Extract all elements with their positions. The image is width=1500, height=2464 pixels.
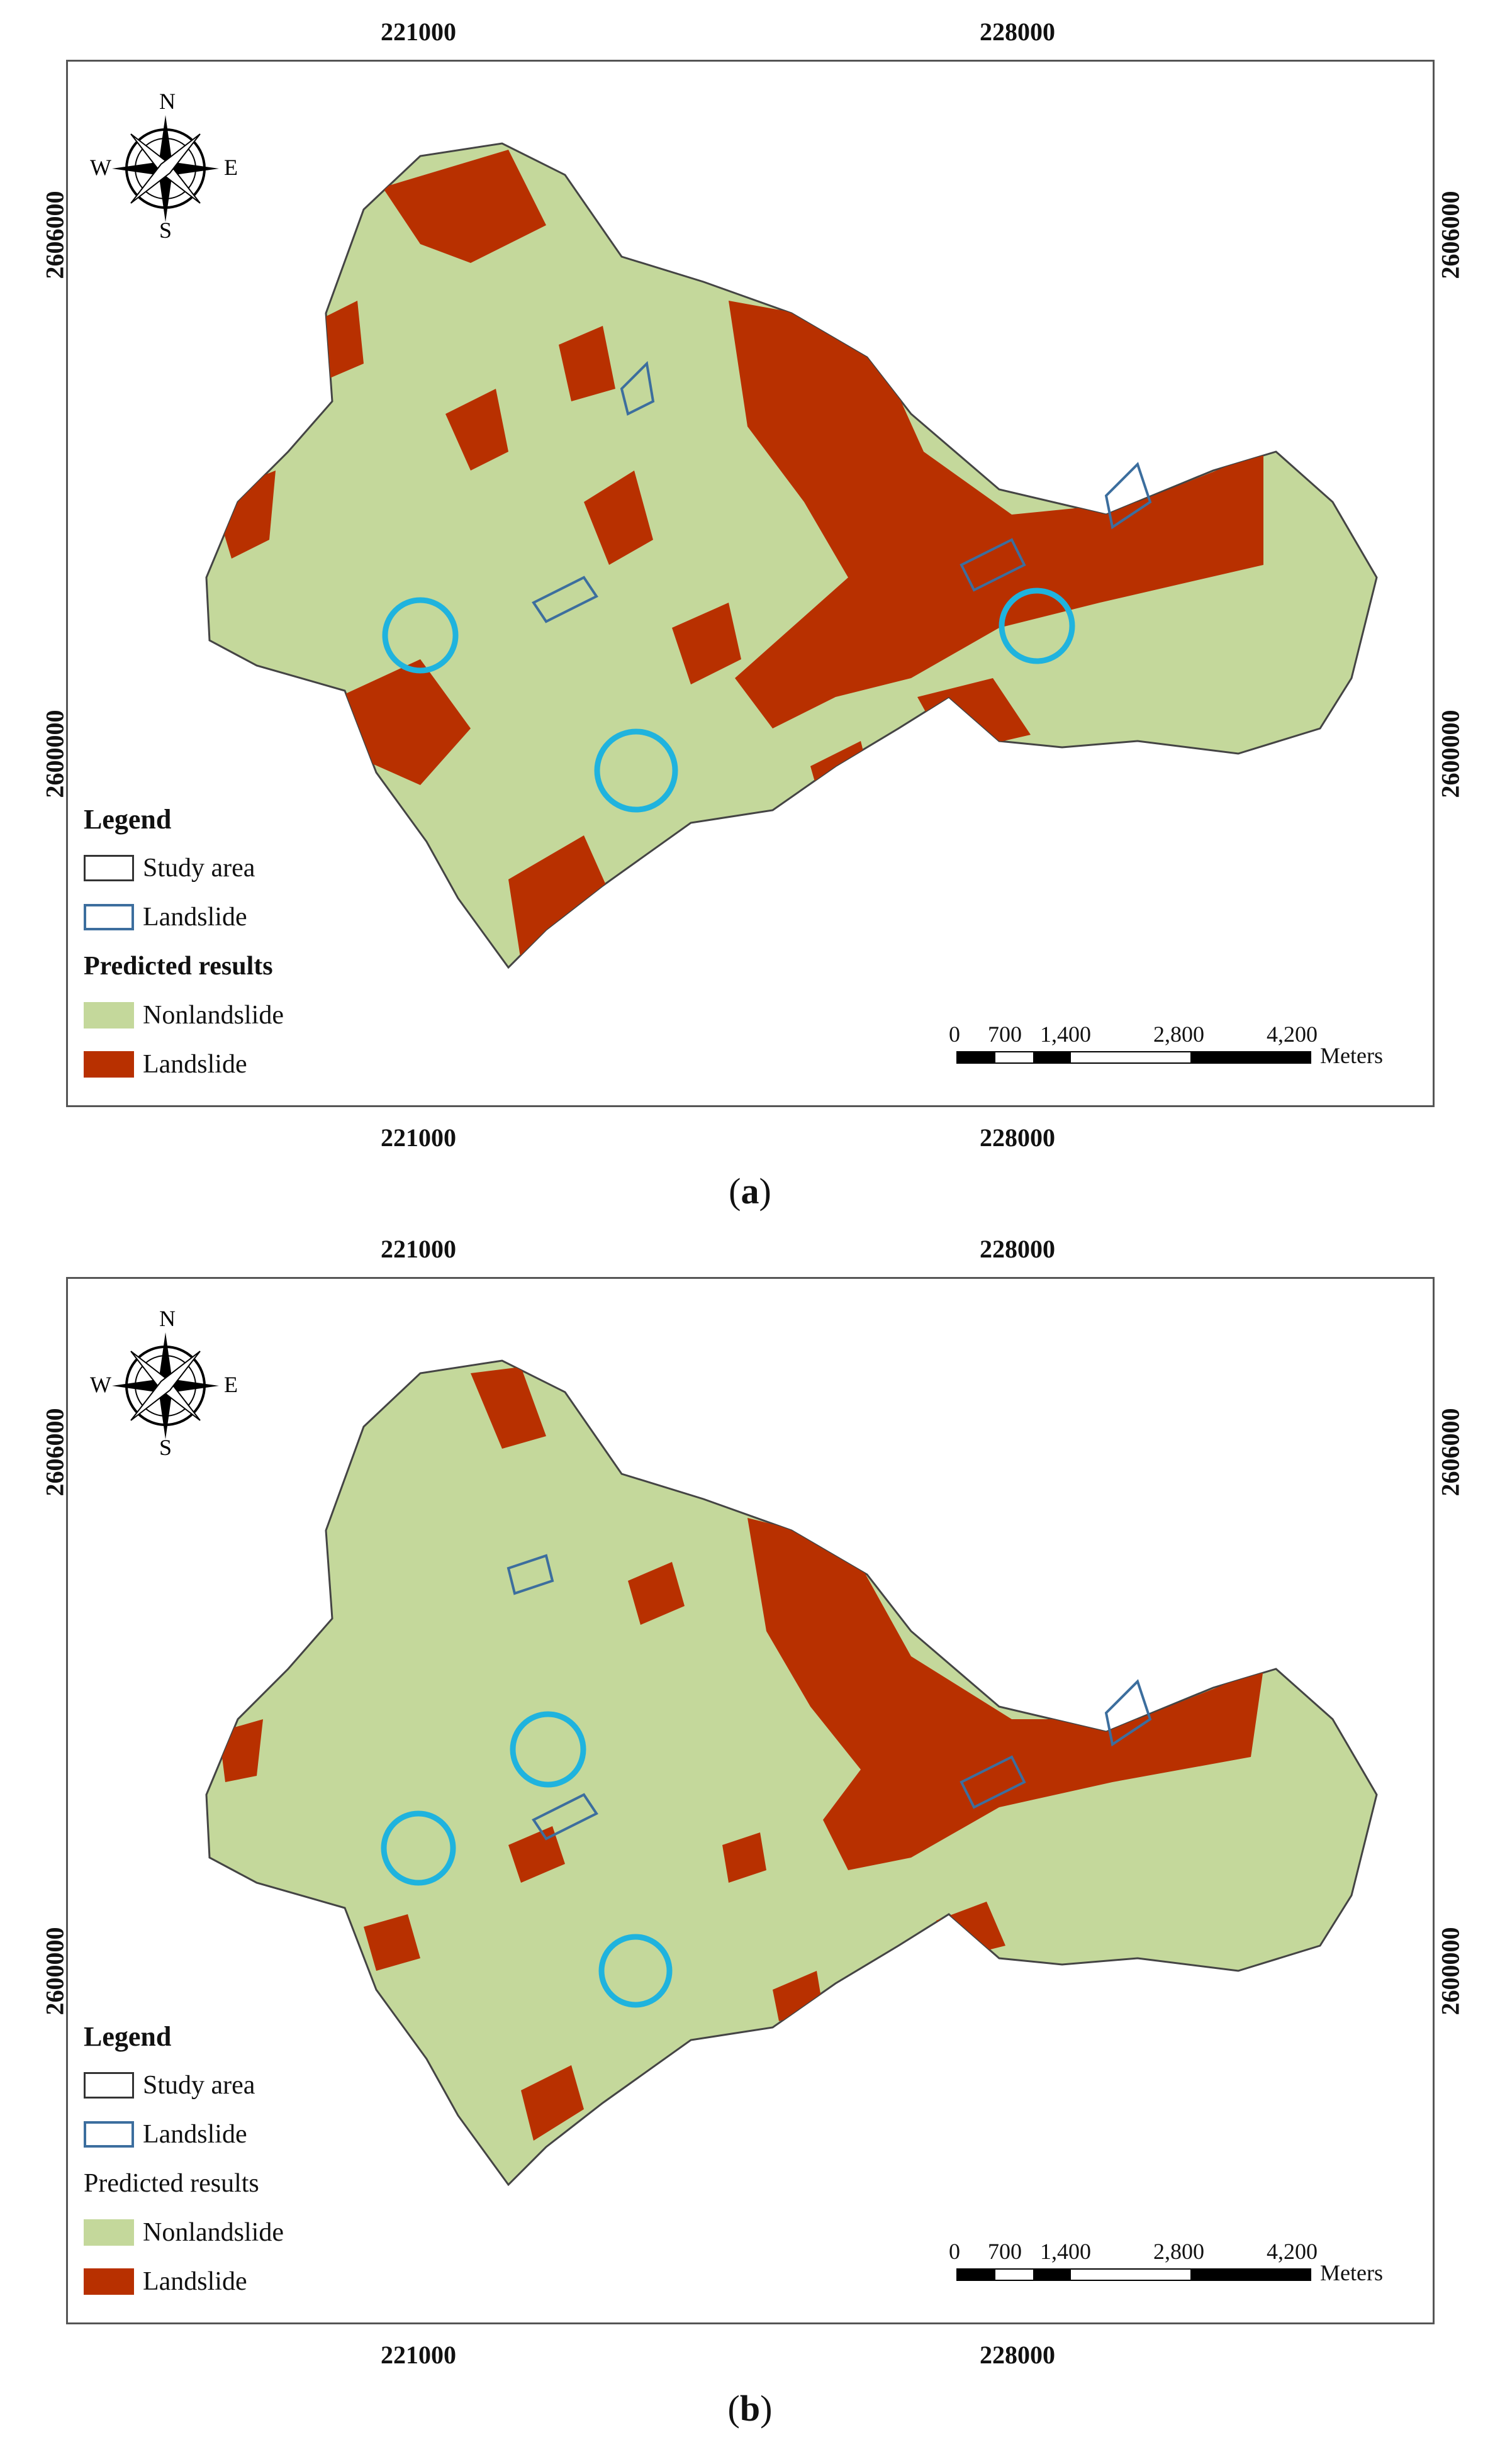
north-arrow-icon: N S E W <box>87 81 244 247</box>
caption-a: (a) <box>729 1171 771 1212</box>
legend-item-landslide-outline: Landslide <box>84 2110 284 2159</box>
map-canvas <box>205 1359 1378 2187</box>
compass-s: S <box>159 1435 172 1460</box>
legend-item-landslide: Landslide <box>84 2257 284 2306</box>
legend-title: Legend <box>84 803 172 835</box>
scale-label: 4,200 <box>1267 2239 1318 2264</box>
legend-label: Landslide <box>143 2267 247 2296</box>
x-tick-228000-top: 228000 <box>980 18 1055 46</box>
y-tick-2600000-right: 2600000 <box>1436 1927 1465 2015</box>
scale-label: 2,800 <box>1153 2239 1204 2264</box>
legend-item-landslide-outline: Landslide <box>84 893 284 942</box>
legend-label: Landslide <box>143 1050 247 1079</box>
map-frame: N S E W Legend Study area Landslide <box>66 1277 1435 2324</box>
y-tick-2600000-left: 2600000 <box>40 710 69 798</box>
legend-item-nonlandslide: Nonlandslide <box>84 991 284 1040</box>
compass-n: N <box>159 1306 176 1331</box>
scale-label: 700 <box>988 1022 1022 1047</box>
scale-label: 0 <box>949 1022 960 1047</box>
swatch-landslide <box>84 2268 134 2295</box>
swatch-landslide-outline <box>84 904 134 930</box>
scale-bar-graphic <box>956 1051 1311 1064</box>
legend-label: Nonlandslide <box>143 2218 284 2247</box>
legend-title: Legend <box>84 2021 172 2052</box>
swatch-landslide <box>84 1051 134 1078</box>
scale-label: 1,400 <box>1040 2239 1091 2264</box>
compass-s: S <box>159 218 172 243</box>
map-canvas <box>205 142 1378 969</box>
x-tick-221000-top: 221000 <box>381 1235 456 1263</box>
legend-predicted-title: Predicted results <box>84 2169 259 2198</box>
north-arrow-icon: N S E W <box>87 1298 244 1464</box>
swatch-nonlandslide <box>84 2219 134 2246</box>
y-tick-2606000-right: 2606000 <box>1436 1408 1465 1497</box>
legend: Legend Study area Landslide Predicted re… <box>84 2012 284 2306</box>
legend: Legend Study area Landslide Predicted re… <box>84 794 284 1089</box>
scale-bar: 0 700 1,400 2,800 4,200 Meters <box>949 2238 1421 2307</box>
y-tick-2606000-left: 2606000 <box>40 1408 69 1497</box>
legend-label: Landslide <box>143 903 247 932</box>
y-tick-2600000-right: 2600000 <box>1436 710 1465 798</box>
x-tick-221000-bottom: 221000 <box>381 2341 456 2369</box>
compass-e: E <box>224 155 238 180</box>
legend-label: Study area <box>143 2071 255 2100</box>
legend-label: Study area <box>143 854 255 883</box>
legend-item-landslide: Landslide <box>84 1040 284 1089</box>
compass-n: N <box>159 89 176 114</box>
y-tick-2600000-left: 2600000 <box>40 1927 69 2015</box>
legend-item-study-area: Study area <box>84 844 284 893</box>
x-tick-221000-bottom: 221000 <box>381 1123 456 1152</box>
legend-label: Landslide <box>143 2120 247 2149</box>
predicted-landslide-zones <box>213 150 1263 961</box>
x-tick-221000-top: 221000 <box>381 18 456 46</box>
x-tick-228000-top: 228000 <box>980 1235 1055 1263</box>
scale-label: 0 <box>949 2239 960 2264</box>
scale-label: 700 <box>988 2239 1022 2264</box>
y-tick-2606000-left: 2606000 <box>40 191 69 279</box>
scale-unit: Meters <box>1320 2260 1383 2285</box>
highlight-circles <box>382 588 1075 813</box>
compass-w: W <box>90 1372 111 1397</box>
landslide-inventory-outlines <box>532 360 1152 623</box>
scale-label: 2,800 <box>1153 1022 1204 1047</box>
compass-w: W <box>90 155 111 180</box>
x-tick-228000-bottom: 228000 <box>980 2341 1055 2369</box>
legend-item-study-area: Study area <box>84 2061 284 2110</box>
scale-label: 4,200 <box>1267 1022 1318 1047</box>
study-area-polygon <box>205 1359 1378 2187</box>
swatch-study-area <box>84 855 134 881</box>
compass-e: E <box>224 1372 238 1397</box>
scale-label: 1,400 <box>1040 1022 1091 1047</box>
scale-unit: Meters <box>1320 1043 1383 1068</box>
caption-b: (b) <box>727 2388 773 2429</box>
y-tick-2606000-right: 2606000 <box>1436 191 1465 279</box>
legend-item-nonlandslide: Nonlandslide <box>84 2208 284 2257</box>
map-frame: N S E W Legend Study area Landslide <box>66 60 1435 1107</box>
landslide-inventory-outlines <box>507 1554 1152 1841</box>
highlight-circles <box>381 1711 673 2008</box>
x-tick-228000-bottom: 228000 <box>980 1123 1055 1152</box>
swatch-nonlandslide <box>84 1002 134 1029</box>
swatch-landslide-outline <box>84 2121 134 2148</box>
legend-label: Nonlandslide <box>143 1001 284 1030</box>
legend-predicted-title: Predicted results <box>84 952 273 981</box>
scale-bar: 0 700 1,400 2,800 4,200 Meters <box>949 1021 1421 1090</box>
scale-bar-graphic <box>956 2268 1311 2281</box>
swatch-study-area <box>84 2072 134 2099</box>
